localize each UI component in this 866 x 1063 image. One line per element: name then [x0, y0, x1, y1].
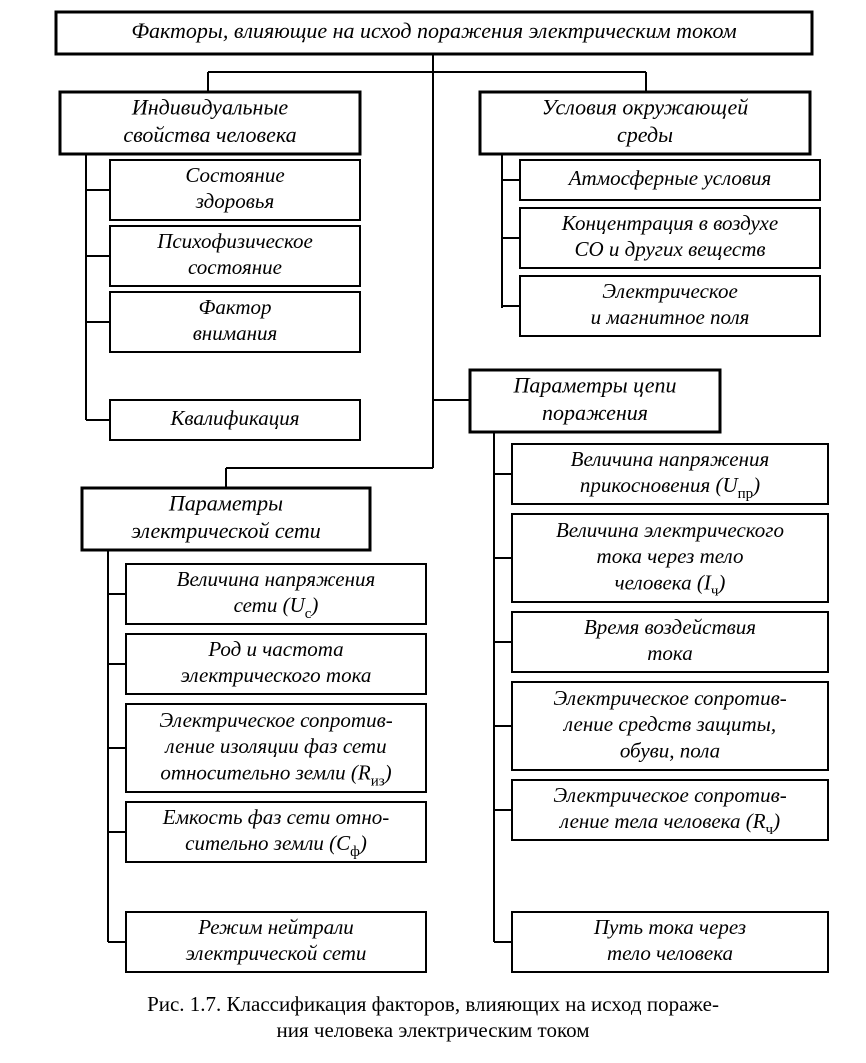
child-box-individual-label: Состояние: [185, 163, 284, 187]
child-box-individual-label: состояние: [188, 255, 282, 279]
child-box-grid_params-label: Электрическое сопротив-: [159, 708, 392, 732]
group-header-circuit_params-label: поражения: [542, 400, 648, 425]
root-box-label: Факторы, влияющие на исход поражения эле…: [131, 18, 736, 43]
child-box-circuit_params-label: Электрическое сопротив-: [553, 783, 786, 807]
group-header-environment-label: Условия окружающей: [542, 94, 749, 119]
child-box-individual-label: Психофизическое: [156, 229, 313, 253]
child-box-grid_params-label: Режим нейтрали: [197, 915, 354, 939]
figure-caption: ния человека электрическим током: [277, 1018, 590, 1042]
child-box-circuit_params-label: Величина электрического: [556, 518, 784, 542]
child-box-individual-label: Квалификация: [169, 406, 299, 430]
child-box-grid_params-label: электрической сети: [186, 941, 367, 965]
group-header-grid_params-label: Параметры: [168, 490, 283, 515]
child-box-grid_params-label: Емкость фаз сети отно-: [162, 805, 389, 829]
child-box-grid_params-label: Род и частота: [207, 637, 343, 661]
child-box-individual-label: здоровья: [195, 189, 274, 213]
child-box-grid_params-label: Величина напряжения: [177, 567, 376, 591]
child-box-circuit_params-label: тока через тело: [597, 544, 744, 568]
group-header-grid_params-label: электрической сети: [131, 518, 320, 543]
child-box-environment-label: Электрическое: [602, 279, 738, 303]
child-box-circuit_params-label: Электрическое сопротив-: [553, 686, 786, 710]
group-header-circuit_params-label: Параметры цепи: [512, 372, 676, 397]
group-header-individual-label: свойства человека: [123, 122, 296, 147]
child-box-environment-label: СО и других веществ: [574, 237, 765, 261]
group-header-individual-label: Индивидуальные: [131, 94, 289, 119]
child-box-grid_params-label: ление изоляции фаз сети: [164, 734, 386, 758]
group-header-environment-label: среды: [617, 122, 673, 147]
child-box-individual-label: Фактор: [198, 295, 271, 319]
child-box-circuit_params-label: ление средств защиты,: [563, 712, 776, 736]
child-box-circuit_params-label: тело человека: [607, 941, 733, 965]
child-box-environment-label: и магнитное поля: [591, 305, 750, 329]
child-box-environment-label: Атмосферные условия: [567, 166, 772, 190]
child-box-circuit_params-label: Путь тока через: [593, 915, 746, 939]
child-box-individual-label: внимания: [193, 321, 278, 345]
child-box-environment-label: Концентрация в воздухе: [561, 211, 778, 235]
figure-caption: Рис. 1.7. Классификация факторов, влияющ…: [147, 992, 719, 1016]
child-box-circuit_params-label: Время воздействия: [584, 615, 756, 639]
child-box-circuit_params-label: тока: [647, 641, 692, 665]
child-box-grid_params-label: электрического тока: [181, 663, 372, 687]
child-box-circuit_params-label: Величина напряжения: [571, 447, 770, 471]
child-box-circuit_params-label: обуви, пола: [620, 738, 720, 762]
